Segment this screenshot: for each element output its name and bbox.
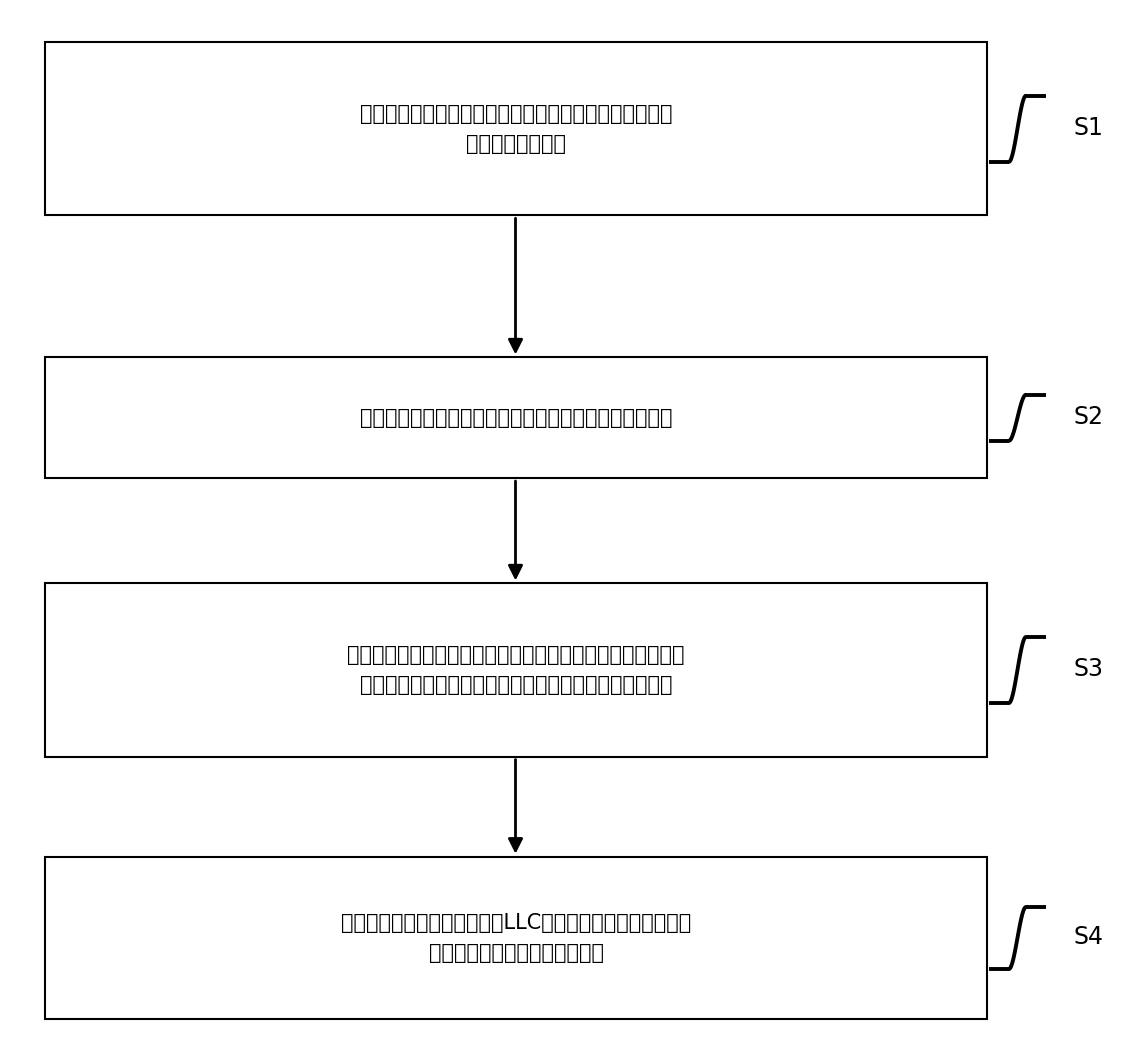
Text: S2: S2: [1074, 406, 1103, 429]
Bar: [45, 42, 987, 215]
Text: 基于同步电网输出的电压和电流，计算整流器无功功率、
电压幅值和角频率: 基于同步电网输出的电压和电流，计算整流器无功功率、 电压幅值和角频率: [360, 104, 672, 153]
Text: 基于充电模式的下垂关系，确定动力电池的实际充电功率: 基于充电模式的下垂关系，确定动力电池的实际充电功率: [360, 408, 672, 428]
Text: 根据整流器无功功率、电压幅值和角频率以及动力电池的实际
充电功率，制定三相电流参考指令，以控制直流母线电压: 根据整流器无功功率、电压幅值和角频率以及动力电池的实际 充电功率，制定三相电流参…: [347, 645, 685, 695]
Text: S4: S4: [1074, 926, 1103, 949]
Bar: [45, 357, 987, 478]
Text: S1: S1: [1074, 117, 1103, 140]
Bar: [45, 583, 987, 757]
Bar: [45, 857, 987, 1019]
Text: 基于直流母线电压和全桥谐振LLC变换器的谐振电流产生的脉
冲信号，控制电动汽车进行快充: 基于直流母线电压和全桥谐振LLC变换器的谐振电流产生的脉 冲信号，控制电动汽车进…: [341, 913, 691, 963]
Text: S3: S3: [1074, 658, 1103, 681]
